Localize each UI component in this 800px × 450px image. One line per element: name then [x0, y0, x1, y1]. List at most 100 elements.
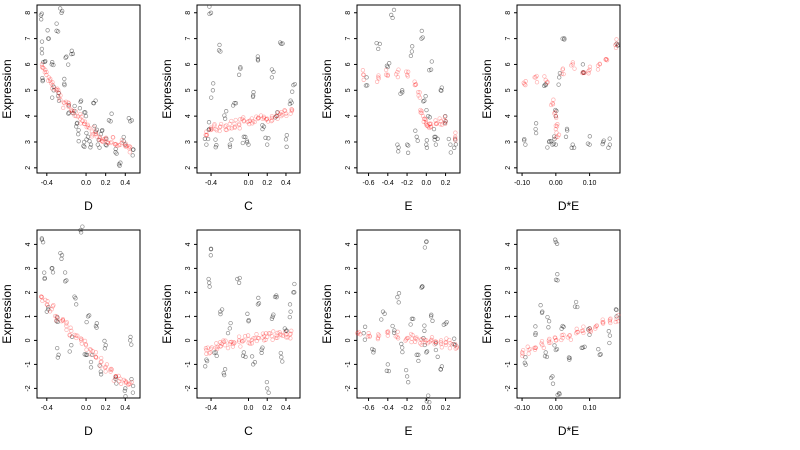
- red-data-point: [261, 114, 266, 119]
- red-data-point: [78, 338, 84, 343]
- black-data-point: [210, 88, 216, 93]
- black-data-point: [40, 77, 46, 83]
- black-data-point: [87, 139, 92, 144]
- red-data-point: [49, 86, 55, 91]
- black-data-point: [421, 336, 426, 341]
- red-data-point: [588, 328, 593, 333]
- red-data-point: [539, 341, 544, 346]
- black-data-point: [59, 252, 65, 258]
- black-data-point: [76, 127, 81, 133]
- red-data-point: [287, 332, 293, 337]
- black-data-point: [204, 357, 209, 362]
- y-tick-label: 4: [25, 242, 32, 246]
- red-data-point: [595, 67, 601, 72]
- red-data-point: [414, 335, 419, 340]
- red-data-point: [409, 339, 414, 345]
- red-data-point: [236, 339, 242, 344]
- black-data-point: [42, 59, 47, 65]
- red-data-point: [366, 331, 371, 336]
- red-data-point: [376, 73, 381, 78]
- black-data-point: [523, 355, 528, 360]
- black-data-point: [207, 280, 212, 285]
- black-data-point: [427, 115, 432, 120]
- black-data-point: [283, 328, 289, 333]
- x-tick-label: 0.00: [549, 180, 563, 187]
- red-data-point: [50, 304, 55, 309]
- red-data-point: [551, 97, 556, 102]
- black-data-point: [400, 88, 405, 93]
- black-data-point: [607, 136, 612, 141]
- red-data-point: [83, 342, 88, 347]
- black-data-point: [59, 256, 64, 261]
- red-data-point: [208, 350, 213, 355]
- black-data-point: [428, 314, 434, 319]
- red-data-point: [356, 329, 362, 335]
- black-data-point: [269, 316, 275, 321]
- red-data-point: [109, 367, 114, 372]
- red-data-point: [288, 111, 293, 116]
- red-data-point: [79, 341, 84, 346]
- black-data-point: [213, 137, 218, 142]
- red-data-point: [123, 143, 128, 149]
- y-tick-label: 0: [25, 338, 32, 342]
- red-data-point: [448, 341, 453, 346]
- x-tick-label: -0.2: [401, 180, 413, 187]
- red-data-point: [256, 115, 261, 121]
- black-data-point: [277, 40, 283, 45]
- red-data-point: [422, 337, 427, 342]
- black-data-point: [392, 328, 397, 333]
- red-data-point: [418, 107, 423, 113]
- black-data-point: [95, 142, 100, 147]
- black-data-point: [408, 322, 413, 327]
- black-data-point: [427, 400, 432, 405]
- black-data-point: [80, 224, 85, 229]
- black-data-point: [553, 142, 558, 147]
- black-data-point: [99, 128, 105, 134]
- red-data-point: [284, 113, 289, 119]
- black-data-point: [562, 36, 567, 41]
- red-data-point: [58, 93, 63, 98]
- black-data-point: [213, 350, 218, 355]
- black-data-point: [422, 342, 427, 348]
- y-tick-label: 3: [185, 266, 192, 270]
- red-data-point: [433, 118, 438, 123]
- red-data-point: [217, 124, 223, 130]
- red-data-point: [594, 323, 600, 328]
- red-data-point: [533, 345, 538, 350]
- red-data-point: [54, 318, 59, 323]
- black-data-point: [94, 127, 100, 132]
- black-data-point: [380, 309, 386, 314]
- red-data-point: [117, 379, 122, 384]
- red-data-point: [97, 136, 103, 141]
- red-data-point: [218, 121, 224, 127]
- red-data-point: [393, 334, 398, 339]
- black-data-point: [66, 110, 71, 115]
- red-data-point: [222, 343, 228, 348]
- black-data-point: [597, 352, 602, 357]
- red-data-point: [427, 125, 432, 131]
- x-tick-label: 0.4: [281, 180, 291, 187]
- red-data-point: [438, 119, 443, 124]
- red-data-point: [433, 339, 439, 344]
- red-data-point: [110, 135, 115, 140]
- red-data-point: [236, 334, 242, 339]
- black-data-point: [49, 62, 54, 67]
- black-data-point: [613, 307, 619, 312]
- red-data-point: [277, 330, 282, 335]
- black-data-point: [217, 42, 222, 48]
- red-data-point: [453, 134, 458, 139]
- x-tick-label: 0.2: [101, 405, 111, 412]
- red-data-point: [376, 76, 381, 81]
- x-axis-label: D*E: [558, 199, 579, 213]
- red-data-point: [550, 101, 555, 106]
- black-data-point: [270, 314, 275, 319]
- black-data-point: [246, 318, 251, 323]
- black-data-point: [205, 136, 211, 142]
- red-data-point: [241, 119, 246, 124]
- black-data-point: [391, 7, 397, 13]
- red-data-point: [355, 331, 361, 336]
- black-data-point: [236, 72, 242, 77]
- red-data-point: [102, 136, 108, 141]
- red-data-point: [69, 328, 74, 333]
- black-data-point: [614, 307, 619, 313]
